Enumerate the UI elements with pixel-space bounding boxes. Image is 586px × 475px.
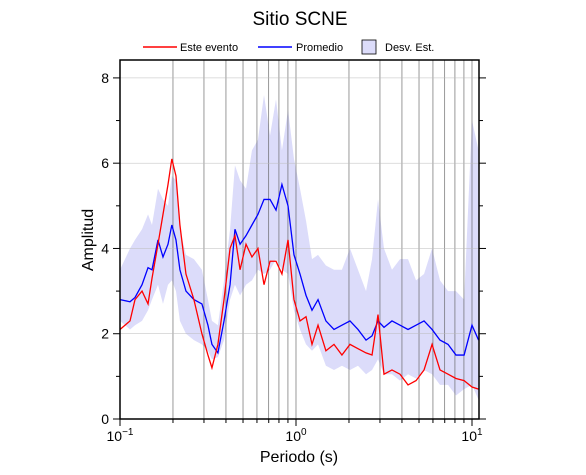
- x-tick-base: 10: [461, 428, 477, 444]
- x-tick-label: 101: [461, 427, 483, 444]
- chart-title: Sitio SCNE: [252, 9, 347, 30]
- x-tick-base: 10: [107, 428, 123, 444]
- x-axis-label: Periodo (s): [260, 449, 338, 466]
- y-axis-label: Amplitud: [80, 209, 97, 271]
- series-line: [119, 158, 479, 390]
- legend-swatch: [361, 39, 377, 55]
- x-tick-base: 10: [285, 428, 301, 444]
- x-tick-label: 100: [285, 427, 307, 444]
- x-tick-exponent: 0: [301, 427, 307, 438]
- x-tick-exponent: −1: [122, 427, 134, 438]
- legend-label: Promedio: [296, 42, 343, 54]
- y-tick-label: 8: [101, 70, 109, 86]
- y-tick-label: 6: [101, 155, 109, 171]
- legend-label: Desv. Est.: [385, 42, 434, 54]
- x-tick-label: 10−1: [107, 427, 134, 444]
- x-tick-exponent: 1: [477, 427, 483, 438]
- y-tick-label: 4: [101, 240, 109, 256]
- y-tick-label: 2: [101, 326, 109, 342]
- y-tick-label: 0: [101, 411, 109, 427]
- plot-frame: [119, 59, 480, 420]
- legend-label: Este evento: [180, 42, 238, 54]
- series-line: [119, 181, 480, 356]
- std-band: [120, 94, 479, 400]
